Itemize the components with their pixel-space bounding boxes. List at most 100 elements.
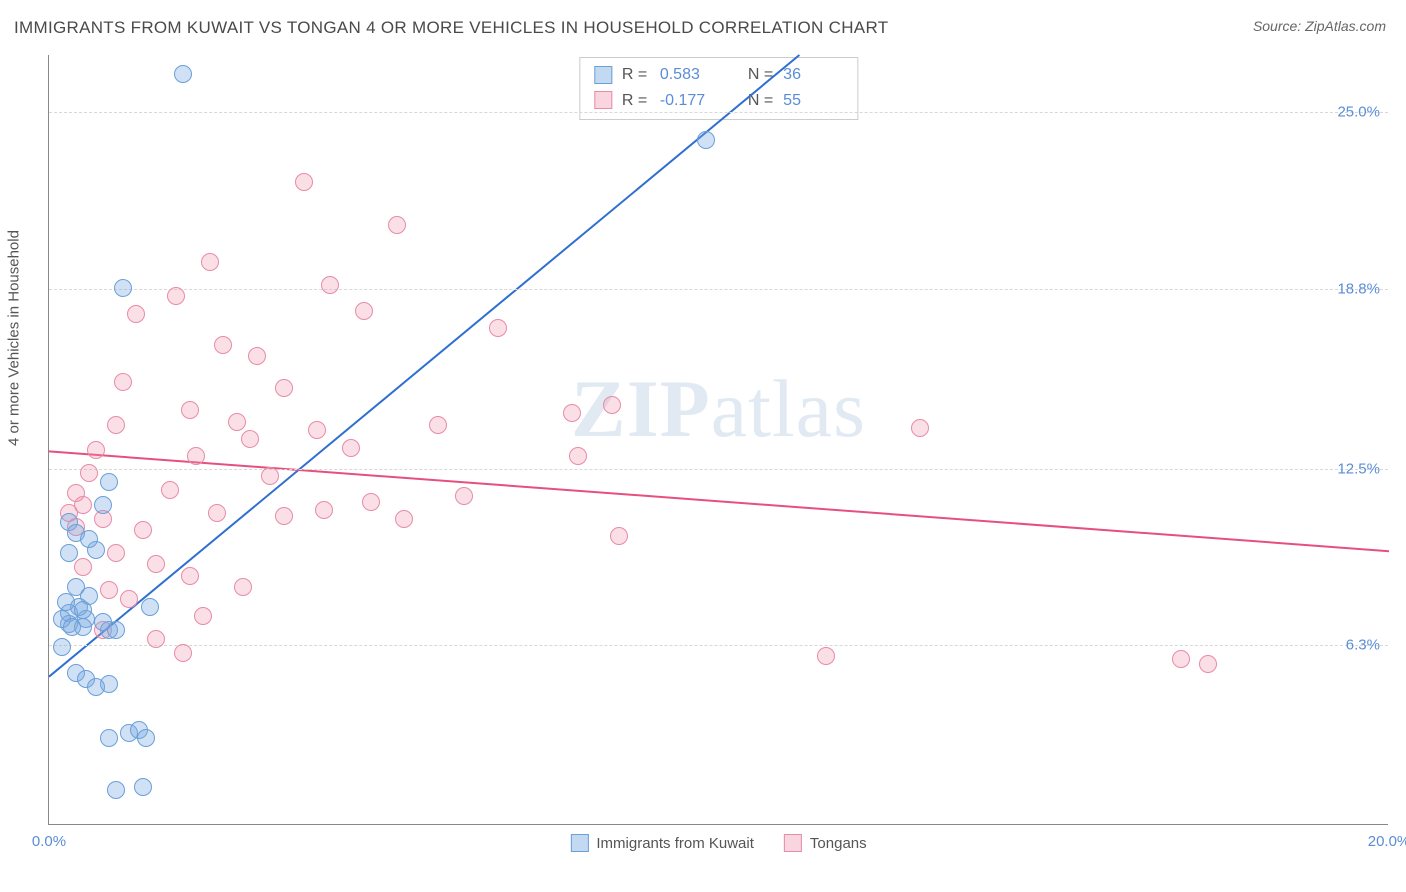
y-tick-label: 12.5% [1337, 460, 1380, 477]
data-point [321, 276, 339, 294]
plot-area: ZIPatlas R = 0.583 N = 36 R = -0.177 N =… [48, 55, 1388, 825]
data-point [1172, 650, 1190, 668]
data-point [147, 555, 165, 573]
data-point [234, 578, 252, 596]
data-point [80, 530, 98, 548]
data-point [429, 416, 447, 434]
y-tick-label: 25.0% [1337, 104, 1380, 121]
data-point [248, 347, 266, 365]
regression-line [49, 55, 799, 677]
watermark-zip: ZIP [571, 363, 711, 454]
data-point [187, 447, 205, 465]
data-point [63, 618, 81, 636]
data-point [395, 510, 413, 528]
data-point [489, 319, 507, 337]
swatch-icon [784, 834, 802, 852]
gridline [49, 112, 1388, 113]
y-axis-label: 4 or more Vehicles in Household [6, 230, 23, 446]
gridline [49, 289, 1388, 290]
data-point [181, 567, 199, 585]
data-point [60, 544, 78, 562]
watermark-atlas: atlas [711, 363, 866, 454]
x-tick-label: 0.0% [32, 833, 66, 850]
data-point [100, 473, 118, 491]
swatch-icon [594, 91, 612, 109]
gridline [49, 645, 1388, 646]
stats-row-tongan: R = -0.177 N = 55 [594, 88, 843, 114]
data-point [610, 527, 628, 545]
data-point [563, 404, 581, 422]
data-point [1199, 655, 1217, 673]
data-point [107, 621, 125, 639]
data-point [455, 487, 473, 505]
data-point [74, 601, 92, 619]
data-point [100, 581, 118, 599]
data-point [228, 413, 246, 431]
r-label: R = [622, 62, 650, 88]
data-point [134, 778, 152, 796]
data-point [53, 638, 71, 656]
data-point [362, 493, 380, 511]
data-point [275, 379, 293, 397]
r-label: R = [622, 88, 650, 114]
x-tick-label: 20.0% [1368, 833, 1406, 850]
regression-line [49, 451, 1389, 551]
data-point [388, 216, 406, 234]
data-point [603, 396, 621, 414]
chart-title: IMMIGRANTS FROM KUWAIT VS TONGAN 4 OR MO… [14, 18, 888, 38]
stats-row-kuwait: R = 0.583 N = 36 [594, 62, 843, 88]
legend-item-tongan: Tongans [784, 834, 867, 852]
data-point [57, 593, 75, 611]
data-point [174, 644, 192, 662]
legend-label: Tongans [810, 835, 867, 852]
data-point [241, 430, 259, 448]
data-point [120, 590, 138, 608]
data-point [127, 305, 145, 323]
data-point [87, 678, 105, 696]
data-point [80, 464, 98, 482]
data-point [201, 253, 219, 271]
data-point [161, 481, 179, 499]
swatch-icon [570, 834, 588, 852]
n-value-kuwait: 36 [783, 62, 843, 88]
data-point [214, 336, 232, 354]
y-tick-label: 18.8% [1337, 280, 1380, 297]
data-point [261, 467, 279, 485]
r-value-tongan: -0.177 [660, 88, 720, 114]
y-tick-label: 6.3% [1346, 637, 1380, 654]
n-value-tongan: 55 [783, 88, 843, 114]
source-text: Source: ZipAtlas.com [1253, 18, 1386, 34]
gridline [49, 469, 1388, 470]
legend: Immigrants from Kuwait Tongans [570, 834, 866, 852]
data-point [355, 302, 373, 320]
data-point [114, 373, 132, 391]
data-point [87, 441, 105, 459]
data-point [74, 558, 92, 576]
data-point [275, 507, 293, 525]
data-point [167, 287, 185, 305]
data-point [911, 419, 929, 437]
data-point [342, 439, 360, 457]
data-point [147, 630, 165, 648]
legend-label: Immigrants from Kuwait [596, 835, 754, 852]
data-point [569, 447, 587, 465]
data-point [315, 501, 333, 519]
data-point [141, 598, 159, 616]
data-point [308, 421, 326, 439]
n-label: N = [748, 88, 773, 114]
data-point [137, 729, 155, 747]
data-point [817, 647, 835, 665]
n-label: N = [748, 62, 773, 88]
data-point [134, 521, 152, 539]
data-point [94, 496, 112, 514]
legend-item-kuwait: Immigrants from Kuwait [570, 834, 754, 852]
data-point [194, 607, 212, 625]
swatch-icon [594, 66, 612, 84]
data-point [174, 65, 192, 83]
data-point [100, 729, 118, 747]
data-point [107, 416, 125, 434]
stats-box: R = 0.583 N = 36 R = -0.177 N = 55 [579, 57, 858, 120]
data-point [295, 173, 313, 191]
data-point [181, 401, 199, 419]
data-point [208, 504, 226, 522]
